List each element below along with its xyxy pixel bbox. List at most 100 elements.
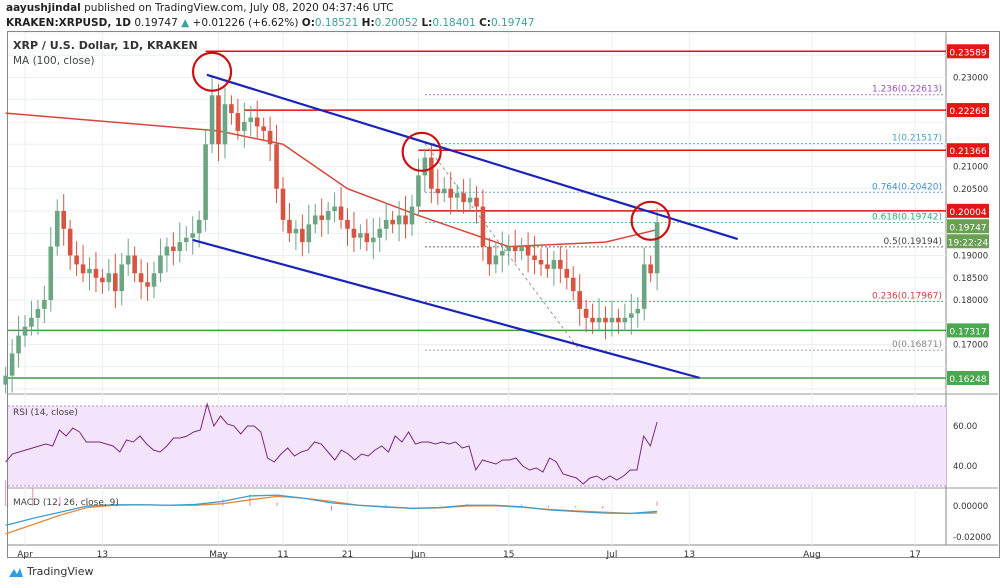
macd-tick-label: -0.02000 <box>953 533 991 543</box>
candle-body <box>487 246 492 265</box>
ma100-line <box>5 112 658 248</box>
candle-body <box>325 211 331 220</box>
candle-body <box>100 277 105 283</box>
x-tick-label: 13 <box>684 550 695 560</box>
up-triangle-icon: ▲ <box>181 17 190 29</box>
candle-body <box>293 228 299 234</box>
price-tick-label: 0.17000 <box>953 341 988 351</box>
published-info: published on TradingView.com, July 08, 2… <box>84 2 394 14</box>
high-value: 0.20052 <box>374 17 419 29</box>
resistance-price-label: 0.21366 <box>949 147 986 157</box>
current-price-label-bg <box>947 219 989 234</box>
candle-body <box>93 268 99 278</box>
candle-body <box>280 188 286 220</box>
trend-line <box>192 238 700 379</box>
rsi-tick-label: 40.00 <box>953 462 977 472</box>
candle-body <box>409 206 415 225</box>
chart-legend-title: XRP / U.S. Dollar, 1D, KRAKEN <box>13 39 198 52</box>
trend-line <box>206 73 739 241</box>
fib-level-label: 0(0.16871) <box>892 340 942 350</box>
candle-body <box>519 246 524 252</box>
open-label: O: <box>301 17 315 29</box>
price-tick-label: 0.20500 <box>953 185 988 195</box>
candle-body <box>209 95 215 145</box>
price-tick-label: 0.18000 <box>953 296 988 306</box>
resistance-price-label: 0.22268 <box>949 107 986 117</box>
candle-body <box>506 246 512 252</box>
support-price-label: 0.17317 <box>949 327 986 337</box>
tradingview-logo[interactable]: TradingView <box>8 565 93 578</box>
candle-body <box>190 233 195 238</box>
candle-body <box>641 264 647 309</box>
author[interactable]: aayushjindal <box>6 2 81 14</box>
close-label: C: <box>479 17 491 29</box>
fib-level-label: 0.618(0.19742) <box>872 212 942 222</box>
candle-body <box>648 264 653 274</box>
candle-body <box>300 228 305 243</box>
candle-body <box>532 255 537 260</box>
candle-body <box>525 246 531 256</box>
ohlc-line: KRAKEN:XRPUSD, 1D 0.19747 ▲ +0.01226 (+6… <box>6 17 534 29</box>
candle-body <box>3 375 8 385</box>
candle-body <box>338 206 344 220</box>
rsi-legend: RSI (14, close) <box>13 408 78 418</box>
candle-body <box>583 308 589 318</box>
candle-body <box>558 259 563 269</box>
fib-level-label: 0.236(0.17967) <box>872 291 942 301</box>
bar-countdown-label: 19:22:24 <box>948 238 989 248</box>
candle-body <box>35 308 41 318</box>
candle-body <box>306 224 312 243</box>
price-change: +0.01226 (+6.62%) <box>192 17 299 29</box>
candle-body <box>16 335 21 354</box>
candle-body <box>461 193 466 203</box>
candle-body <box>312 215 318 225</box>
candle-body <box>577 291 582 309</box>
candle-body <box>635 308 641 314</box>
resistance-price-label-bg <box>947 44 989 59</box>
candle-body <box>500 251 505 256</box>
support-price-label-bg <box>947 323 989 338</box>
candle-body <box>422 157 428 176</box>
candle-body <box>158 255 163 274</box>
low-label: L: <box>421 17 433 29</box>
candle-body <box>151 273 157 287</box>
candle-body <box>545 264 550 269</box>
candle-body <box>138 273 144 283</box>
candle-body <box>551 259 557 269</box>
candle-body <box>416 175 421 207</box>
candle-body <box>145 282 150 287</box>
resistance-price-label-bg <box>947 103 989 118</box>
candle-body <box>390 219 395 225</box>
resistance-price-label-bg <box>947 203 989 218</box>
fib-level-label: 1.236(0.22613) <box>872 85 942 95</box>
candle-body <box>622 317 628 323</box>
candle-body <box>42 300 47 309</box>
candle-body <box>80 264 86 274</box>
macd-legend: MACD (12, 26, close, 9) <box>13 498 119 508</box>
x-tick-label: 11 <box>277 550 288 560</box>
x-tick-label: 17 <box>909 550 920 560</box>
candle-body <box>222 104 228 145</box>
resistance-price-label: 0.23589 <box>949 48 986 58</box>
candle-body <box>261 126 266 131</box>
candle-body <box>9 353 15 376</box>
rsi-line <box>5 402 658 485</box>
x-tick-label: 13 <box>97 550 108 560</box>
candle-body <box>48 246 54 300</box>
candle-body <box>364 233 370 243</box>
candle-body <box>132 255 137 274</box>
bar-countdown-label-bg <box>947 234 989 249</box>
publish-line: aayushjindal published on TradingView.co… <box>6 2 394 14</box>
candle-body <box>87 268 92 274</box>
current-price-label: 0.19747 <box>949 223 986 233</box>
candle-body <box>467 197 473 203</box>
candle-body <box>358 233 363 238</box>
open-value: 0.18521 <box>314 17 359 29</box>
x-tick-label: Jul <box>606 550 618 560</box>
candle-body <box>570 277 576 292</box>
candle-body <box>448 188 453 198</box>
candle-body <box>22 326 28 336</box>
candle-body <box>474 197 479 207</box>
highlight-circle <box>630 200 671 241</box>
